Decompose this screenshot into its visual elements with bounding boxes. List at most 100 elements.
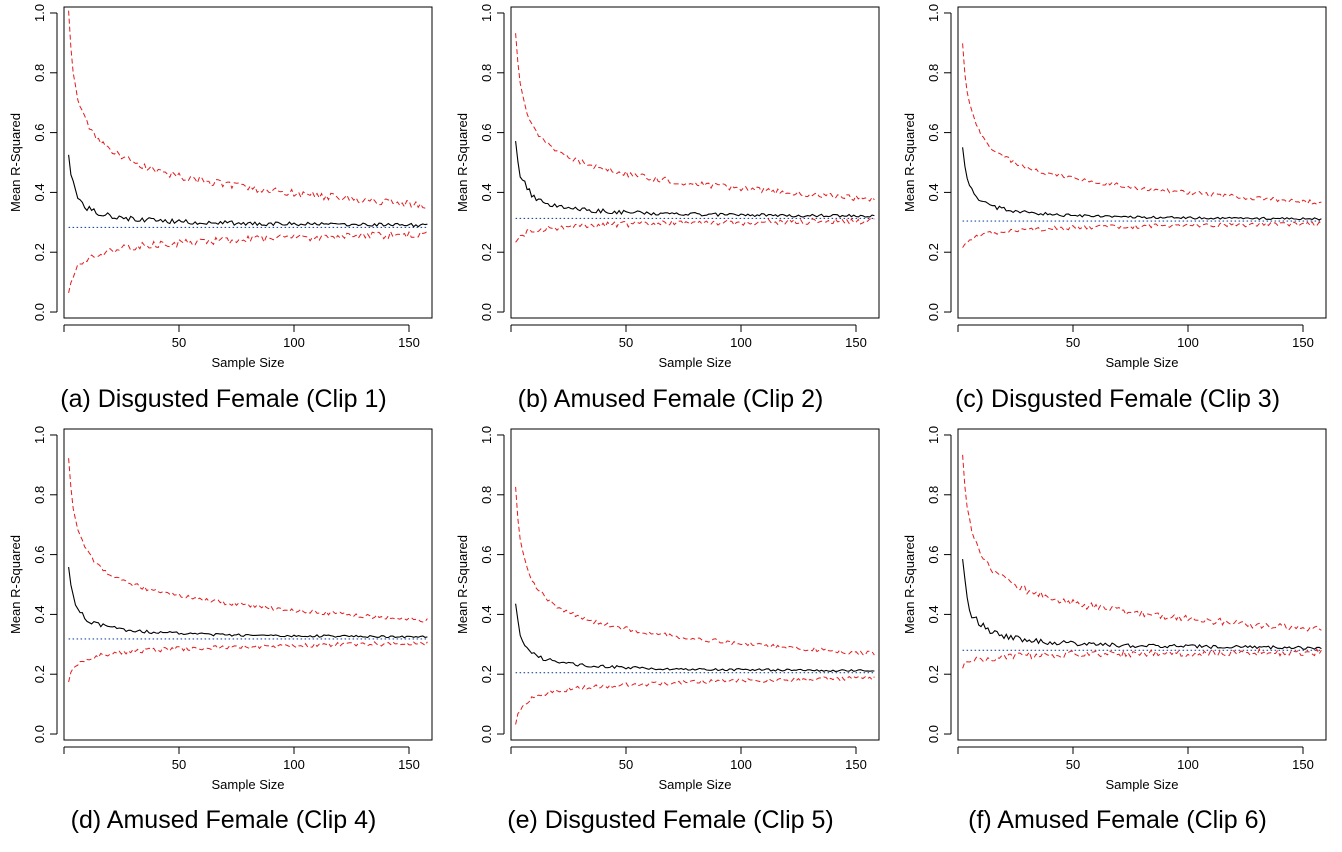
y-tick-label: 0.6 [479,546,494,564]
upper-bound-line [68,458,428,623]
x-tick-label: 50 [619,335,633,350]
panel-d: 0.0 0.2 0.4 0.6 0.8 1.0 50 100 150 Sample Size Mea… [0,426,447,852]
x-axis-title: Sample Size [212,355,285,370]
chart-b: 0.0 0.2 0.4 0.6 0.8 1.0 50 100 150 Sample Size Mea… [455,4,880,370]
plot-frame [957,6,1327,319]
x-axis-title: Sample Size [1106,355,1179,370]
caption-c: (c) Disgusted Female (Clip 3) [954,385,1281,413]
y-tick-label: 1.0 [32,4,47,22]
caption-b: (b) Amused Female (Clip 2) [517,385,824,413]
y-axis-title: Mean R-Squared [8,113,23,212]
y-tick-label: 0.8 [479,64,494,82]
y-axis-title: Mean R-Squared [455,113,470,212]
mean-line [68,154,428,228]
x-tick-label: 100 [730,335,752,350]
caption-a: (a) Disgusted Female (Clip 1) [60,385,387,413]
y-tick-label: 0.0 [479,725,494,743]
y-tick-label: 0.6 [479,124,494,142]
y-tick-label: 0.0 [32,725,47,743]
caption-d: (d) Amused Female (Clip 4) [70,806,377,834]
y-tick-label: 0.2 [479,243,494,261]
lower-bound-line [515,675,875,725]
chart-e: 0.0 0.2 0.4 0.6 0.8 1.0 50 100 150 Sample Size Mea… [455,426,880,792]
x-tick-label: 150 [398,757,420,772]
x-tick-label: 50 [619,757,633,772]
lower-bound-line [68,230,428,294]
x-tick-label: 100 [1177,757,1199,772]
plot-frame [510,428,880,741]
y-tick-label: 1.0 [926,426,941,444]
panel-a: 0.0 0.2 0.4 0.6 0.8 1.0 50 100 150 Sample Size Mea… [0,0,447,426]
x-tick-label: 50 [172,757,186,772]
y-tick-label: 0.8 [32,486,47,504]
chart-c: 0.0 0.2 0.4 0.6 0.8 1.0 50 100 150 Sample Size Mea… [902,4,1327,370]
y-tick-label: 0.2 [926,243,941,261]
panel-c: 0.0 0.2 0.4 0.6 0.8 1.0 50 100 150 Sample Size Mea… [894,0,1341,426]
y-tick-label: 0.8 [479,486,494,504]
x-axis-title: Sample Size [659,355,732,370]
mean-line [962,559,1322,650]
y-tick-label: 0.4 [926,605,941,623]
y-tick-label: 0.4 [32,183,47,201]
x-tick-label: 100 [730,757,752,772]
y-tick-label: 0.8 [926,64,941,82]
x-tick-label: 100 [283,335,305,350]
y-tick-label: 0.4 [926,183,941,201]
y-tick-label: 1.0 [479,4,494,22]
plot-frame [63,428,433,741]
chart-f: 0.0 0.2 0.4 0.6 0.8 1.0 50 100 150 Sample Size Mea… [902,426,1327,792]
x-tick-label: 100 [1177,335,1199,350]
y-tick-label: 0.8 [32,64,47,82]
y-tick-label: 0.2 [32,243,47,261]
lower-bound-line [962,221,1322,248]
y-tick-label: 0.6 [32,546,47,564]
y-tick-label: 0.0 [926,303,941,321]
y-tick-label: 1.0 [32,426,47,444]
upper-bound-line [962,43,1322,205]
x-tick-label: 150 [398,335,420,350]
x-axis-title: Sample Size [212,777,285,792]
lower-bound-line [68,641,428,683]
mean-line [68,567,428,639]
x-tick-label: 150 [845,757,867,772]
x-tick-label: 150 [845,335,867,350]
y-tick-label: 1.0 [926,4,941,22]
panel-f: 0.0 0.2 0.4 0.6 0.8 1.0 50 100 150 Sample Size Mea… [894,426,1341,852]
caption-e: (e) Disgusted Female (Clip 5) [507,806,834,834]
mean-line [515,603,875,672]
mean-line [515,141,875,218]
y-tick-label: 0.0 [32,303,47,321]
panel-e: 0.0 0.2 0.4 0.6 0.8 1.0 50 100 150 Sample Size Mea… [447,426,894,852]
x-tick-label: 150 [1292,757,1314,772]
upper-bound-line [515,486,875,656]
y-tick-label: 0.2 [926,665,941,683]
panel-b: 0.0 0.2 0.4 0.6 0.8 1.0 50 100 150 Sample Size Mea… [447,0,894,426]
x-tick-label: 50 [172,335,186,350]
plot-frame [957,428,1327,741]
upper-bound-line [515,33,875,202]
y-axis-title: Mean R-Squared [902,535,917,634]
y-tick-label: 0.0 [479,303,494,321]
y-axis-title: Mean R-Squared [902,113,917,212]
x-tick-label: 50 [1066,757,1080,772]
y-tick-label: 0.6 [926,546,941,564]
x-tick-label: 150 [1292,335,1314,350]
x-axis-title: Sample Size [659,777,732,792]
y-tick-label: 0.0 [926,725,941,743]
upper-bound-line [68,10,428,209]
y-tick-label: 1.0 [479,426,494,444]
plot-frame [510,6,880,319]
y-tick-label: 0.4 [479,183,494,201]
lower-bound-line [515,217,875,243]
y-tick-label: 0.4 [479,605,494,623]
y-tick-label: 0.6 [926,124,941,142]
y-tick-label: 0.4 [32,605,47,623]
chart-a: 0.0 0.2 0.4 0.6 0.8 1.0 50 100 150 Sample Size Mea… [8,4,433,370]
mean-line [962,147,1322,221]
x-axis-title: Sample Size [1106,777,1179,792]
caption-f: (f) Amused Female (Clip 6) [968,806,1267,834]
y-axis-title: Mean R-Squared [455,535,470,634]
y-tick-label: 0.8 [926,486,941,504]
upper-bound-line [962,454,1322,632]
